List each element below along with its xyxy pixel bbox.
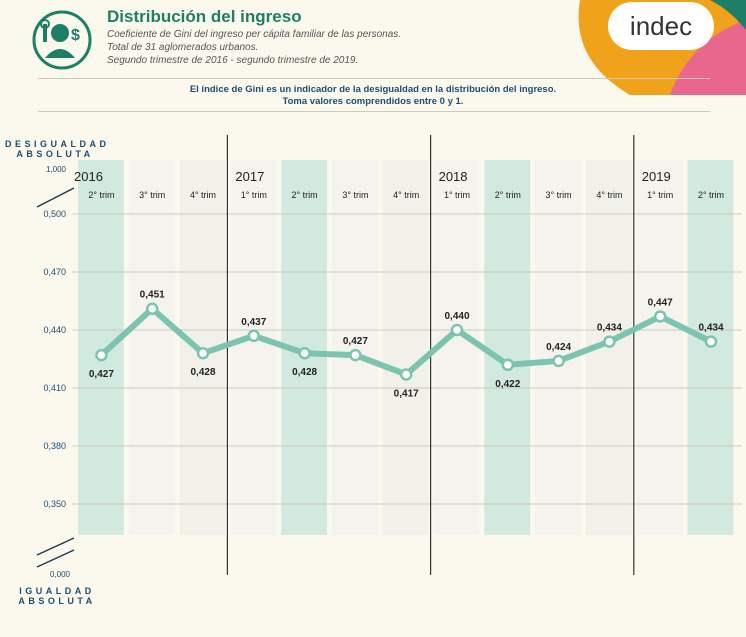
data-point [501, 358, 515, 372]
divider [38, 78, 710, 79]
quarter-label: 2° trim [698, 190, 724, 200]
quarter-label: 3° trim [546, 190, 572, 200]
data-label: 0,434 [698, 323, 723, 334]
column-stripe [78, 160, 124, 535]
column-stripe [230, 160, 277, 535]
data-point [450, 323, 464, 337]
y-top-caption: DESIGUALDAD ABSOLUTA [5, 139, 110, 159]
data-label: 0,428 [190, 367, 215, 378]
data-label: 0,422 [495, 379, 520, 390]
y-bottom-label: 0,000 [50, 570, 71, 579]
gini-note: El índice de Gini es un indicador de la … [0, 84, 746, 108]
column-stripe [636, 160, 683, 535]
year-label: 2018 [439, 169, 468, 184]
note-line: Toma valores comprendidos entre 0 y 1. [282, 96, 464, 107]
quarter-label: 4° trim [596, 190, 622, 200]
worker-money-icon: $ [32, 10, 92, 70]
quarter-label: 3° trim [342, 190, 368, 200]
data-point [552, 354, 565, 368]
axis-break-line [36, 537, 75, 556]
data-point [247, 329, 261, 343]
year-label: 2019 [642, 169, 671, 184]
y-tick-label: 0,470 [43, 267, 66, 277]
axis-break-line [36, 187, 75, 208]
quarter-label: 1° trim [444, 190, 470, 200]
subtitle-line: Segundo trimestre de 2016 - segundo trim… [107, 55, 359, 66]
indec-logo: indec [578, 0, 746, 95]
svg-text:$: $ [71, 27, 80, 44]
quarter-label: 1° trim [647, 190, 673, 200]
subtitle-line: Total de 31 aglomerados urbanos. [107, 42, 259, 53]
data-point [653, 310, 667, 323]
svg-text:indec: indec [630, 11, 692, 41]
data-label: 0,428 [292, 367, 317, 378]
column-stripe [128, 160, 175, 535]
data-point [95, 348, 108, 362]
data-point [298, 346, 311, 360]
y-top-label: 1,000 [46, 165, 67, 174]
year-label: 2016 [74, 169, 103, 184]
data-label: 0,427 [89, 369, 114, 380]
data-label: 0,451 [140, 290, 165, 301]
column-stripe [332, 160, 378, 535]
caption-line: ABSOLUTA [16, 149, 94, 159]
divider [38, 111, 710, 112]
caption-line: ABSOLUTA [18, 596, 96, 606]
data-label: 0,447 [648, 297, 673, 308]
caption-line: DESIGUALDAD [5, 139, 110, 149]
quarter-label: 4° trim [393, 190, 419, 200]
data-point [349, 348, 362, 362]
quarter-label: 2° trim [88, 190, 114, 200]
y-tick-label: 0,440 [43, 325, 66, 335]
quarter-label: 2° trim [292, 190, 318, 200]
data-point [603, 335, 616, 348]
y-bottom-caption: IGUALDAD ABSOLUTA [7, 586, 107, 606]
caption-line: IGUALDAD [19, 586, 95, 596]
data-label: 0,424 [546, 342, 571, 353]
data-point [196, 346, 210, 360]
quarter-label: 3° trim [139, 190, 165, 200]
data-point [399, 368, 413, 381]
column-stripe [382, 160, 429, 535]
y-tick-label: 0,410 [43, 383, 66, 393]
y-tick-label: 0,380 [43, 441, 66, 451]
data-point [145, 302, 159, 315]
data-label: 0,437 [241, 317, 266, 328]
quarter-label: 1° trim [241, 190, 267, 200]
data-label: 0,427 [343, 336, 368, 347]
axis-break-line [36, 549, 75, 568]
data-point [704, 335, 718, 348]
y-tick-label: 0,350 [43, 499, 66, 509]
subtitle-line: Coeficiente de Gini del ingreso per cápi… [107, 29, 402, 40]
note-line: El índice de Gini es un indicador de la … [189, 84, 557, 95]
column-stripe [484, 160, 531, 535]
y-tick-label: 0,500 [43, 209, 66, 219]
data-label: 0,440 [444, 311, 469, 322]
quarter-label: 4° trim [190, 190, 216, 200]
data-label: 0,434 [597, 323, 622, 334]
quarter-label: 2° trim [495, 190, 521, 200]
data-label: 0,417 [394, 388, 419, 399]
page-title: Distribución del ingreso [107, 7, 302, 26]
year-label: 2017 [235, 169, 264, 184]
column-stripe [535, 160, 581, 535]
